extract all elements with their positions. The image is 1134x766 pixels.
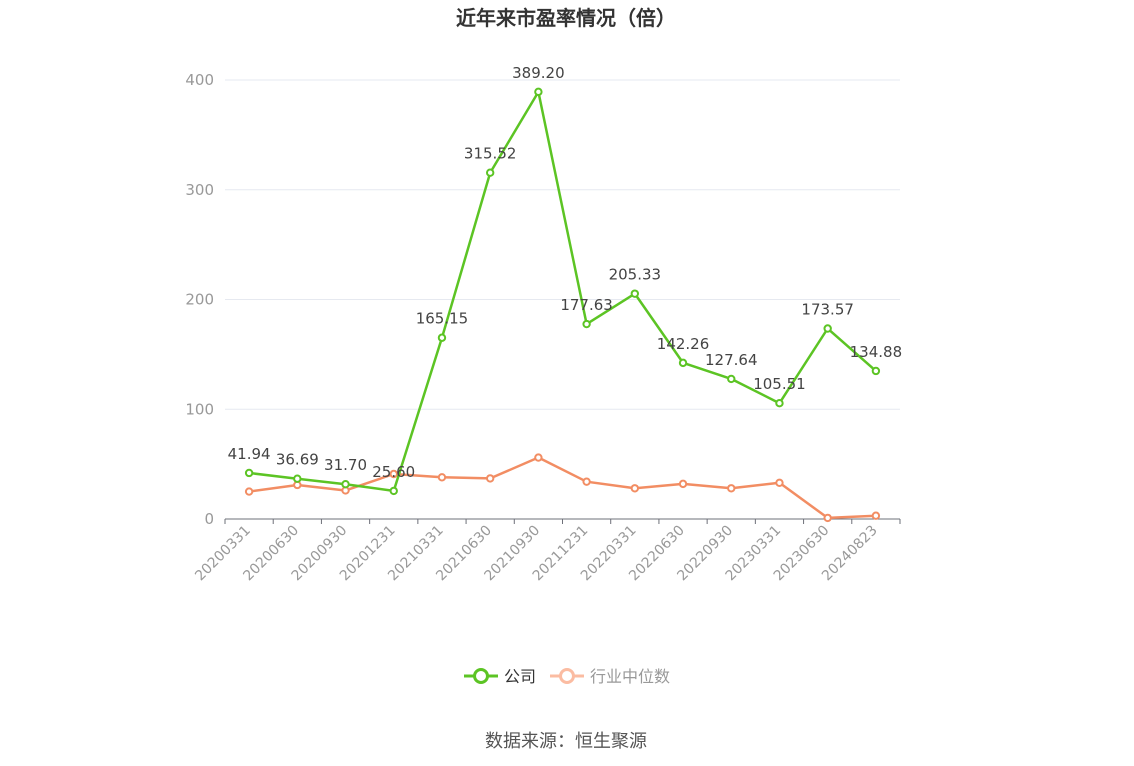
legend-industry-marker[interactable] — [559, 668, 575, 684]
legend-company-label[interactable]: 公司 — [504, 667, 536, 686]
series-line-1 — [248, 456, 876, 520]
data-point[interactable] — [871, 511, 881, 520]
series-layer — [244, 87, 881, 523]
data-point[interactable] — [341, 480, 350, 489]
data-label: 205.33 — [609, 266, 662, 284]
data-label: 315.52 — [464, 145, 517, 163]
data-label: 25.60 — [372, 463, 415, 481]
data-point[interactable] — [437, 333, 447, 342]
data-labels: 41.94 36.69 31.70 25.60 165.15 315.52 389.20 17… — [228, 64, 903, 481]
grid-lines: 0 100 200 300 400 — [185, 71, 900, 528]
data-label: 177.63 — [560, 296, 613, 314]
data-label: 173.57 — [801, 301, 854, 319]
data-label: 36.69 — [276, 451, 319, 469]
data-label: 389.20 — [512, 64, 565, 82]
data-point[interactable] — [389, 469, 398, 479]
data-point[interactable] — [293, 474, 302, 483]
y-tick-label: 0 — [204, 510, 214, 528]
y-tick-label: 200 — [185, 291, 214, 309]
y-tick-label: 400 — [185, 71, 214, 89]
legend[interactable]: 公司 行业中位数 — [464, 667, 670, 686]
data-source-note: 数据来源：恒生聚源 — [485, 731, 647, 752]
data-label: 165.15 — [416, 310, 469, 328]
data-point[interactable] — [485, 474, 495, 483]
data-point[interactable] — [389, 486, 398, 496]
data-point[interactable] — [534, 453, 543, 462]
data-point[interactable] — [678, 358, 688, 368]
data-point[interactable] — [485, 168, 495, 177]
legend-industry-label[interactable]: 行业中位数 — [590, 667, 670, 686]
x-axis: 2020033120200630202009302020123120210331… — [192, 518, 901, 584]
data-label: 41.94 — [228, 445, 271, 463]
data-label: 134.88 — [850, 343, 903, 361]
data-point[interactable] — [775, 399, 784, 408]
series-line-0 — [248, 90, 877, 493]
data-point[interactable] — [823, 324, 832, 333]
data-label: 105.51 — [753, 375, 806, 393]
data-point[interactable] — [437, 473, 447, 482]
data-point[interactable] — [582, 319, 591, 329]
data-point[interactable] — [630, 484, 640, 493]
data-point[interactable] — [775, 478, 784, 487]
data-point[interactable] — [727, 374, 736, 384]
y-tick-label: 100 — [185, 400, 214, 418]
data-point[interactable] — [244, 487, 254, 496]
chart-title: 近年来市盈率情况（倍） — [456, 6, 676, 30]
data-label: 127.64 — [705, 351, 758, 369]
data-point[interactable] — [823, 513, 832, 523]
y-tick-label: 300 — [185, 181, 214, 199]
data-point[interactable] — [534, 87, 543, 97]
data-point[interactable] — [871, 366, 881, 376]
data-label: 142.26 — [657, 335, 710, 353]
legend-company-marker[interactable] — [473, 668, 489, 684]
data-label: 31.70 — [324, 456, 367, 474]
data-point[interactable] — [630, 289, 640, 298]
data-point[interactable] — [678, 479, 688, 489]
data-point[interactable] — [727, 484, 736, 493]
data-point[interactable] — [244, 468, 254, 478]
data-point[interactable] — [582, 477, 591, 486]
